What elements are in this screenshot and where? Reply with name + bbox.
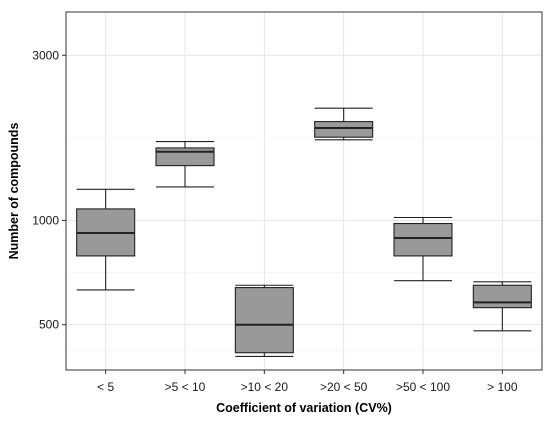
x-tick-label: < 5 bbox=[97, 380, 114, 394]
grid-lines bbox=[66, 12, 542, 370]
box-3 bbox=[234, 284, 294, 357]
box-body bbox=[472, 284, 532, 309]
y-tick-label: 500 bbox=[39, 318, 59, 332]
box-body bbox=[314, 121, 374, 138]
y-tick-label: 1000 bbox=[32, 213, 59, 227]
x-tick-label: >5 < 10 bbox=[165, 380, 206, 394]
y-axis-ticks: 500 1000 3000 bbox=[32, 48, 66, 332]
x-tick-label: >50 < 100 bbox=[396, 380, 450, 394]
x-axis-title: Coefficient of variation (CV%) bbox=[216, 401, 392, 415]
box-4 bbox=[314, 107, 374, 141]
x-tick-label: > 100 bbox=[487, 380, 518, 394]
plot-border bbox=[65, 11, 543, 371]
box-body bbox=[155, 147, 215, 167]
box-body bbox=[234, 287, 294, 354]
y-tick-label: 3000 bbox=[32, 48, 59, 62]
x-axis-ticks: < 5 >5 < 10 >10 < 20 >20 < 50 >50 < 100 > 100 bbox=[97, 370, 518, 394]
box-body bbox=[393, 222, 453, 257]
box-1 bbox=[76, 188, 136, 291]
boxes bbox=[76, 107, 532, 357]
x-tick-label: >20 < 50 bbox=[320, 380, 368, 394]
plot-panel bbox=[65, 11, 543, 371]
box-5 bbox=[393, 216, 453, 282]
box-2 bbox=[155, 141, 215, 188]
y-axis-title: Number of compounds bbox=[7, 123, 21, 260]
x-tick-label: >10 < 20 bbox=[241, 380, 289, 394]
box-6 bbox=[472, 281, 532, 332]
